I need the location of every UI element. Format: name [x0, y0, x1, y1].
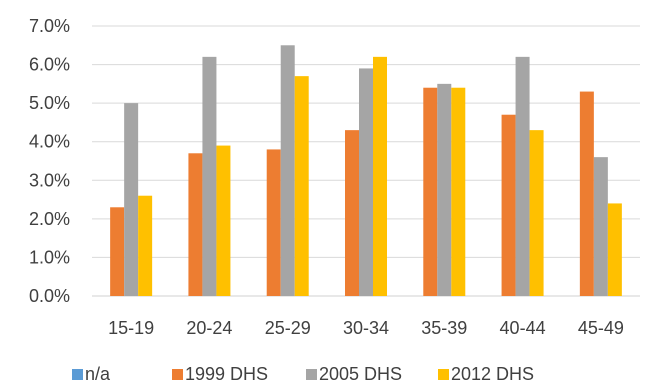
- bar-1999-dhs-25-29: [266, 149, 281, 296]
- bar-1999-dhs-30-34: [345, 130, 359, 296]
- bar-2005-dhs-30-34: [359, 68, 373, 296]
- legend-swatch: [172, 369, 183, 380]
- bar-1999-dhs-20-24: [188, 153, 203, 296]
- bar-1999-dhs-45-49: [579, 91, 594, 296]
- bar-1999-dhs-40-44: [501, 114, 516, 296]
- y-tick-label: 2.0%: [29, 209, 70, 229]
- bar-2012-dhs-40-44: [529, 130, 544, 296]
- x-tick-label: 40-44: [500, 318, 546, 338]
- bar-2012-dhs-30-34: [373, 56, 387, 296]
- bar-2012-dhs-35-39: [451, 87, 466, 296]
- bar-2012-dhs-15-19: [138, 195, 153, 296]
- y-tick-label: 1.0%: [29, 247, 70, 267]
- bar-1999-dhs-15-19: [110, 207, 125, 296]
- y-tick-label: 5.0%: [29, 93, 70, 113]
- bar-2012-dhs-20-24: [216, 145, 231, 296]
- legend-swatch: [438, 369, 449, 380]
- bar-2012-dhs-45-49: [607, 203, 622, 296]
- bar-2005-dhs-20-24: [202, 56, 217, 296]
- y-tick-label: 6.0%: [29, 55, 70, 75]
- x-tick-label: 15-19: [108, 318, 154, 338]
- legend-label: 1999 DHS: [185, 364, 268, 384]
- bar-2005-dhs-15-19: [124, 103, 139, 297]
- y-tick-label: 7.0%: [29, 16, 70, 36]
- y-tick-label: 4.0%: [29, 132, 70, 152]
- x-tick-label: 20-24: [186, 318, 232, 338]
- x-tick-label: 45-49: [578, 318, 624, 338]
- bar-2005-dhs-25-29: [280, 45, 295, 297]
- bar-2005-dhs-45-49: [593, 157, 608, 296]
- x-tick-label: 30-34: [343, 318, 389, 338]
- legend-label: 2005 DHS: [319, 364, 402, 384]
- x-tick-label: 25-29: [265, 318, 311, 338]
- bar-2012-dhs-25-29: [294, 76, 309, 297]
- bar-1999-dhs-35-39: [423, 87, 438, 296]
- x-tick-label: 35-39: [421, 318, 467, 338]
- legend-label: 2012 DHS: [451, 364, 534, 384]
- bar-2005-dhs-40-44: [515, 56, 530, 296]
- bar-2005-dhs-35-39: [437, 83, 452, 296]
- y-tick-label: 3.0%: [29, 170, 70, 190]
- y-tick-label: 0.0%: [29, 286, 70, 306]
- legend-label: n/a: [85, 364, 111, 384]
- legend-swatch: [72, 369, 83, 380]
- legend-swatch: [306, 369, 317, 380]
